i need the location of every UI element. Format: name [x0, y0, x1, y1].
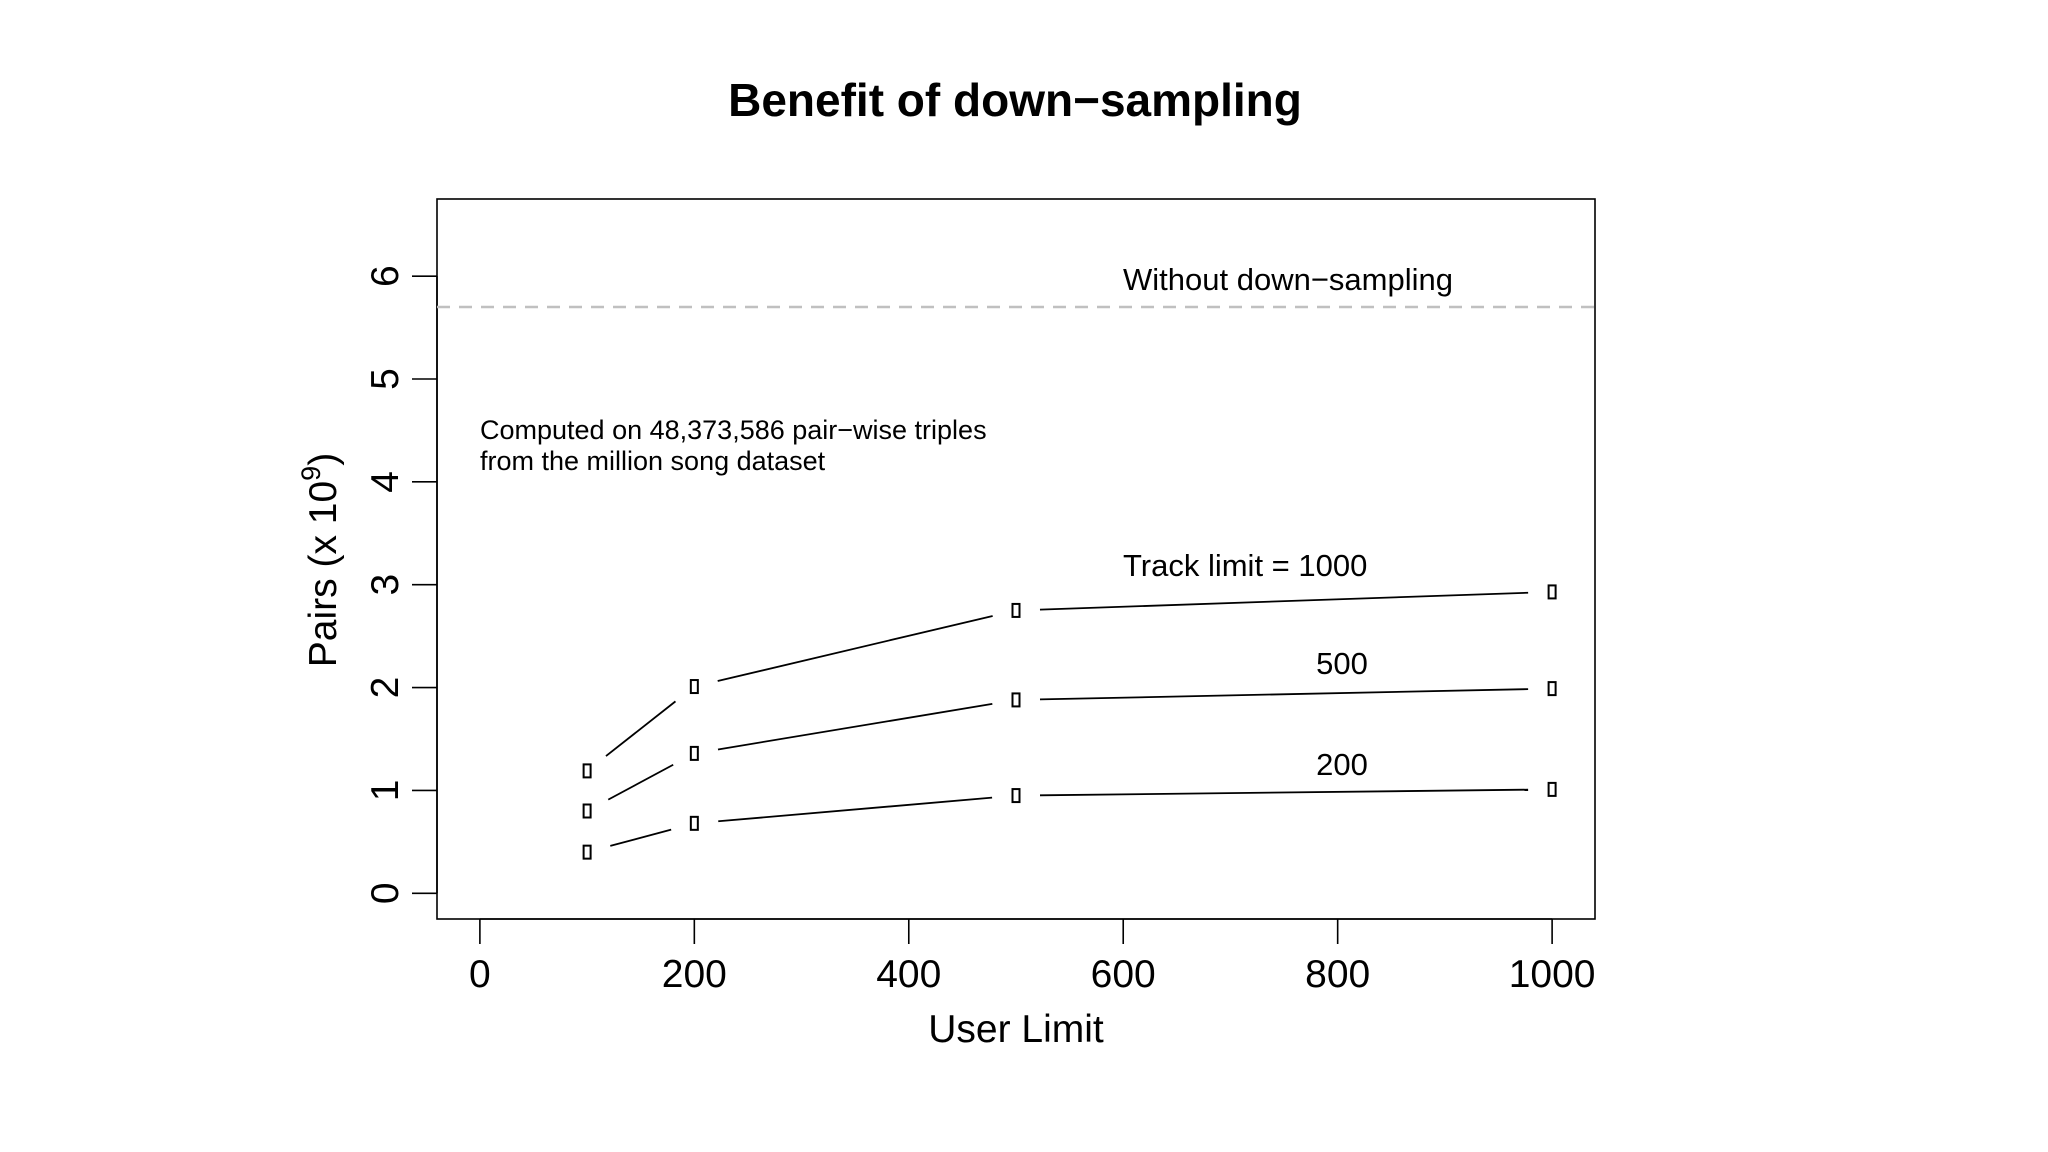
- y-axis-label-exponent: 9: [296, 466, 326, 481]
- x-tick-label: 400: [876, 953, 941, 996]
- x-axis: 0 200 400 600 800 1000: [469, 918, 1596, 996]
- series-segment: [607, 763, 674, 801]
- chart-title: Benefit of down−sampling: [728, 74, 1302, 126]
- series-segment: [1039, 591, 1529, 611]
- series-label-track-200: 200: [1316, 747, 1368, 782]
- data-point: [689, 745, 699, 761]
- x-tick-label: 200: [662, 953, 727, 996]
- data-point: [582, 803, 592, 819]
- x-tick-label: 600: [1091, 953, 1156, 996]
- data-point: [1547, 781, 1557, 797]
- y-tick-label: 1: [364, 780, 407, 802]
- series-segment: [717, 615, 993, 682]
- data-point: [582, 844, 592, 860]
- data-point: [582, 763, 592, 779]
- x-tick-label: 0: [469, 953, 491, 996]
- y-tick-label: 3: [364, 574, 407, 596]
- data-point: [689, 815, 699, 831]
- series-2: [582, 681, 1557, 819]
- series-label-track-500: 500: [1316, 646, 1368, 681]
- y-axis-label: Pairs (x 109): [296, 453, 345, 667]
- data-point: [1547, 681, 1557, 697]
- data-point: [1011, 602, 1021, 618]
- dataset-note: Computed on 48,373,586 pair−wise triples…: [480, 415, 994, 476]
- dataset-note-line-2: from the million song dataset: [480, 446, 826, 476]
- series-segment: [718, 796, 993, 823]
- y-tick-label: 2: [364, 677, 407, 699]
- data-point: [689, 679, 699, 695]
- y-tick-label: 4: [364, 471, 407, 493]
- data-point: [1547, 584, 1557, 600]
- series-segment: [605, 700, 677, 757]
- series-3: [582, 781, 1557, 860]
- reference-line-label: Without down−sampling: [1123, 262, 1453, 297]
- series-segment: [610, 828, 672, 847]
- series-group: [582, 584, 1557, 860]
- dataset-note-line-1: Computed on 48,373,586 pair−wise triples: [480, 415, 987, 445]
- series-segment: [1039, 688, 1529, 701]
- y-tick-label: 0: [364, 882, 407, 904]
- y-axis: 0 1 2 3 4 5 6: [364, 265, 438, 904]
- y-tick-label: 5: [364, 368, 407, 390]
- series-segment: [1039, 788, 1529, 797]
- series-1: [582, 584, 1557, 779]
- data-point: [1011, 788, 1021, 804]
- series-label-track-1000: Track limit = 1000: [1123, 548, 1367, 583]
- x-tick-label: 800: [1305, 953, 1370, 996]
- y-tick-label: 6: [364, 265, 407, 287]
- series-segment: [717, 702, 993, 751]
- data-point: [1011, 692, 1021, 708]
- x-tick-label: 1000: [1509, 953, 1596, 996]
- x-axis-label: User Limit: [928, 1008, 1104, 1051]
